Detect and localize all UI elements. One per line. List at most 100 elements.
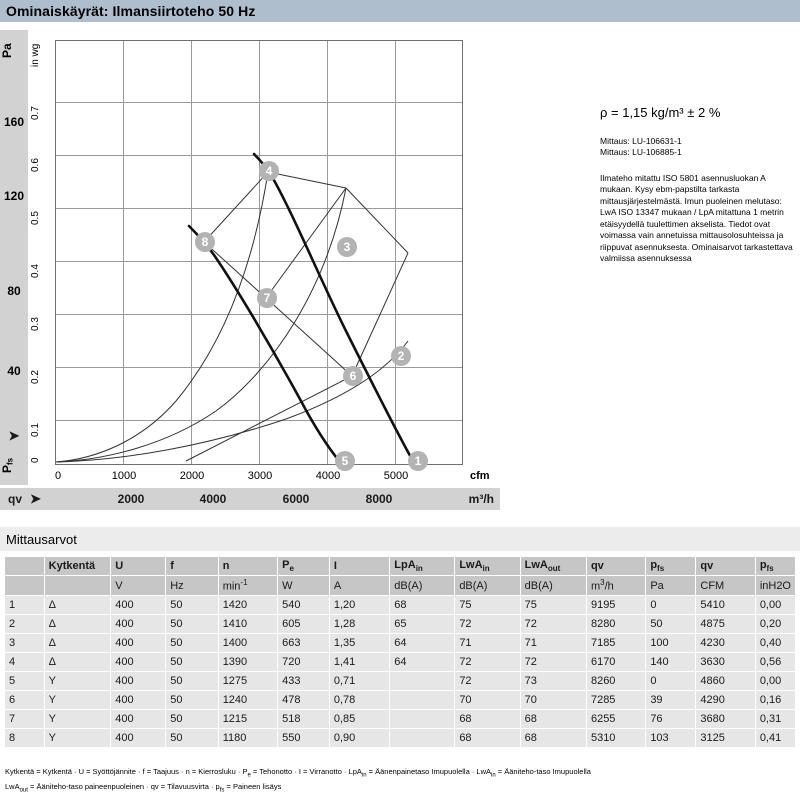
x-axis-symbol-qv: qv (8, 492, 23, 506)
system-curve-b (56, 187, 347, 463)
x-axis-unit-band: qv ➤ 2000 4000 6000 8000 m³/h (0, 488, 500, 510)
cell-f: 50 (166, 652, 218, 671)
cell-qv_m3h: 8260 (586, 671, 646, 690)
measurement-notes: Ilmateho mitattu ISO 5801 asennusluokan … (600, 172, 793, 264)
fan-curve-delta (252, 152, 415, 463)
table-row: 7 Y 400 50 1215 518 0,85 68 68 6255 76 3680 0,31 (5, 709, 795, 728)
measurements-section-header: Mittausarvot (0, 527, 800, 551)
cell-lwa_out: 75 (520, 595, 586, 614)
col-no (5, 557, 44, 576)
cell-n: 1275 (218, 671, 278, 690)
cell-i: 1,41 (329, 652, 390, 671)
cell-pfs_inh2o: 0,40 (755, 633, 795, 652)
cell-u: 400 (111, 595, 166, 614)
cell-lpa_in: 64 (390, 633, 455, 652)
cell-f: 50 (166, 690, 218, 709)
cell-lpa_in: 68 (390, 595, 455, 614)
marker-2[interactable]: 2 (391, 346, 411, 366)
plot-area: 1 2 3 4 5 6 7 8 (55, 40, 463, 471)
cell-no: 1 (5, 595, 44, 614)
col-pfs-inh2o: pfs (755, 557, 795, 576)
link-6-2 (351, 252, 409, 377)
x-tick-cfm-0: 0 (54, 470, 62, 482)
cell-no: 4 (5, 652, 44, 671)
cell-u: 400 (111, 652, 166, 671)
cell-qv_cfm: 3630 (696, 652, 755, 671)
cell-lpa_in: 65 (390, 614, 455, 633)
cell-u: 400 (111, 728, 166, 747)
cell-pe: 518 (278, 709, 329, 728)
cell-u: 400 (111, 671, 166, 690)
page-title-bar: Ominaiskäyrät: Ilmansiirtoteho 50 Hz (0, 0, 800, 22)
cell-i: 0,71 (329, 671, 390, 690)
cell-pe: 720 (278, 652, 329, 671)
unit-i: A (329, 576, 390, 595)
cell-lwa_out: 68 (520, 709, 586, 728)
col-lwa-in: LwAin (455, 557, 520, 576)
y-axis-arrow-icon: ➤ (8, 428, 20, 443)
system-curve-c (56, 340, 409, 463)
unit-kytkenta (44, 576, 111, 595)
cell-qv_cfm: 3125 (696, 728, 755, 747)
cell-no: 6 (5, 690, 44, 709)
cell-qv_m3h: 7285 (586, 690, 646, 709)
marker-7[interactable]: 7 (257, 288, 277, 308)
y-tick-inwg-0: 0 (30, 457, 41, 463)
cell-n: 1240 (218, 690, 278, 709)
cell-qv_m3h: 8280 (586, 614, 646, 633)
cell-qv_cfm: 3680 (696, 709, 755, 728)
cell-pfs_pa: 76 (646, 709, 696, 728)
cell-u: 400 (111, 709, 166, 728)
cell-lwa_out: 70 (520, 690, 586, 709)
col-pfs-pa: pfs (646, 557, 696, 576)
marker-3[interactable]: 3 (337, 237, 357, 257)
cell-pe: 433 (278, 671, 329, 690)
y-tick-160: 160 (3, 115, 25, 129)
cell-i: 0,85 (329, 709, 390, 728)
cell-qv_cfm: 5410 (696, 595, 755, 614)
unit-pfs-pa: Pa (646, 576, 696, 595)
link-low-6 (185, 375, 353, 462)
marker-5[interactable]: 5 (335, 451, 355, 471)
col-f: f (166, 557, 218, 576)
unit-qv-m3h: m3/h (586, 576, 646, 595)
cell-pe: 605 (278, 614, 329, 633)
table-footnotes: Kytkentä = Kytkentä · U = Syöttöjännite … (5, 766, 795, 795)
cell-lwa_in: 72 (455, 652, 520, 671)
cell-pfs_inh2o: 0,20 (755, 614, 795, 633)
y-tick-inwg-01: 0.1 (30, 423, 41, 437)
y-tick-40: 40 (7, 364, 21, 378)
link-3-2 (345, 187, 409, 254)
cell-lwa_in: 70 (455, 690, 520, 709)
cell-pfs_inh2o: 0,41 (755, 728, 795, 747)
x-axis-unit-m3h: m³/h (468, 492, 494, 506)
cell-lpa_in (390, 709, 455, 728)
cell-qv_m3h: 6170 (586, 652, 646, 671)
marker-8[interactable]: 8 (195, 232, 215, 252)
x-tick-m3h-2000: 2000 (117, 492, 145, 506)
cell-lwa_in: 68 (455, 728, 520, 747)
y-tick-inwg-05: 0.5 (30, 211, 41, 225)
col-i: I (329, 557, 390, 576)
cell-qv_m3h: 6255 (586, 709, 646, 728)
unit-u: V (111, 576, 166, 595)
cell-qv_m3h: 7185 (586, 633, 646, 652)
x-tick-cfm-2000: 2000 (179, 470, 205, 482)
info-panel: ρ = 1,15 kg/m³ ± 2 % Mittaus: LU-106631-… (600, 105, 796, 265)
cell-i: 1,20 (329, 595, 390, 614)
y-axis-unit-pa: Pa (0, 43, 14, 59)
cell-kytkenta: Δ (44, 652, 111, 671)
y-tick-inwg-07: 0.7 (30, 106, 41, 120)
table-row: 4 Δ 400 50 1390 720 1,41 64 72 72 6170 140 3630 0,56 (5, 652, 795, 671)
marker-4[interactable]: 4 (259, 161, 279, 181)
x-axis-unit-cfm: cfm (470, 470, 490, 482)
marker-6[interactable]: 6 (343, 366, 363, 386)
y-axis-unit-band: Pa 160 120 80 40 ➤ Pfs (0, 30, 28, 485)
curves-svg (56, 152, 415, 464)
unit-lwa-in: dB(A) (455, 576, 520, 595)
cell-lwa_in: 75 (455, 595, 520, 614)
col-lwa-out: LwAout (520, 557, 586, 576)
x-axis-arrow-icon: ➤ (30, 491, 41, 506)
cell-no: 2 (5, 614, 44, 633)
marker-1[interactable]: 1 (408, 451, 428, 471)
